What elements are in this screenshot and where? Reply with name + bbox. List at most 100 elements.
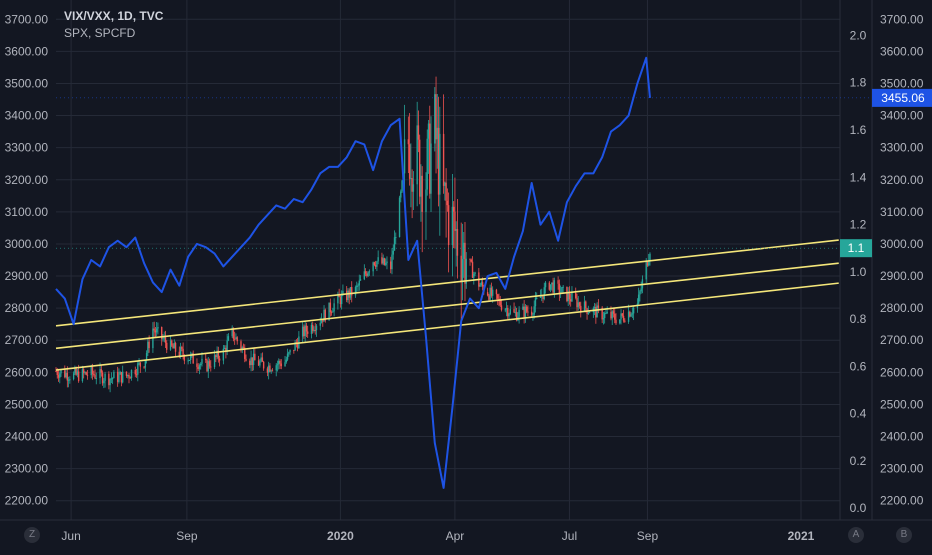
- candle-body: [148, 341, 150, 349]
- candle-body: [637, 294, 640, 304]
- candle-body: [74, 368, 76, 374]
- candle-body: [210, 366, 212, 368]
- candle-body: [566, 286, 568, 302]
- candle-body: [407, 139, 410, 145]
- candle-body: [382, 258, 384, 264]
- candle-body: [595, 306, 597, 318]
- candle-body: [81, 369, 84, 382]
- candle-body: [612, 311, 615, 314]
- candle-body: [196, 363, 198, 367]
- candle-body: [385, 263, 387, 265]
- candle-body: [576, 297, 578, 308]
- candle-body: [611, 311, 613, 319]
- candle-body: [118, 374, 120, 382]
- candle-body: [226, 340, 228, 352]
- candle-body: [562, 286, 564, 288]
- candle-body: [254, 353, 256, 361]
- spx-last-badge: [872, 88, 932, 107]
- candle-body: [530, 311, 533, 315]
- scale-mode-z-button[interactable]: Z: [24, 527, 40, 543]
- candle-body: [356, 285, 358, 288]
- candle-body: [439, 133, 441, 195]
- x-tick-label: 2020: [327, 529, 354, 543]
- auto-scale-button[interactable]: A: [848, 527, 864, 543]
- candle-body: [381, 257, 383, 264]
- right-axis-tick: 3000.00: [880, 237, 924, 251]
- candle-body: [345, 290, 348, 301]
- candle-body: [357, 285, 359, 287]
- candle-body: [304, 325, 306, 337]
- candle-body: [367, 272, 369, 276]
- candle-body: [188, 359, 191, 361]
- candle-body: [130, 370, 133, 378]
- candle-body: [497, 294, 499, 299]
- candle-body: [266, 368, 269, 373]
- candle-body: [568, 292, 571, 300]
- price-scale-b-button[interactable]: B: [896, 527, 912, 543]
- candle-body: [187, 360, 189, 362]
- candle-body: [509, 309, 511, 314]
- candle-body: [558, 283, 561, 294]
- candle-body: [259, 361, 261, 366]
- candle-body: [622, 315, 625, 321]
- candle-body: [578, 302, 581, 306]
- candle-body: [189, 354, 192, 360]
- candle-body: [619, 319, 621, 324]
- left-axis-tick: 2800.00: [5, 301, 49, 315]
- candle-body: [328, 302, 330, 321]
- candle-body: [95, 378, 97, 380]
- candle-body: [585, 301, 587, 309]
- candle-body: [278, 360, 280, 365]
- candle-body: [465, 258, 467, 284]
- candle-body: [461, 258, 464, 283]
- candle-body: [163, 337, 165, 339]
- left-axis-tick: 2500.00: [5, 397, 49, 411]
- right-axis-tick: 3100.00: [880, 205, 924, 219]
- left-axis-tick: 3400.00: [5, 109, 49, 123]
- candle-body: [446, 200, 449, 206]
- left-axis-tick: 3100.00: [5, 205, 49, 219]
- candle-body: [303, 326, 305, 337]
- legend-main-series[interactable]: VIX/VXX, 1D, TVC: [64, 9, 164, 23]
- candle-body: [401, 180, 403, 192]
- candle-body: [110, 378, 113, 380]
- candle-body: [103, 380, 105, 384]
- candle-body: [306, 331, 309, 334]
- candle-body: [242, 347, 245, 349]
- right-axis-tick: 3600.00: [880, 44, 924, 58]
- candle-body: [631, 313, 634, 315]
- candle-body: [166, 342, 168, 350]
- x-tick-label: Jul: [562, 529, 577, 543]
- ratio-axis-tick: 0.6: [850, 359, 867, 373]
- candle-body: [222, 348, 225, 361]
- ratio-axis-tick: 2.0: [850, 28, 867, 42]
- candle-body: [179, 347, 182, 356]
- candle-body: [383, 258, 386, 265]
- candle-body: [557, 280, 559, 284]
- candle-body: [296, 343, 299, 349]
- candle-body: [481, 282, 484, 287]
- candle-body: [442, 133, 445, 186]
- candle-body: [533, 306, 535, 315]
- candle-body: [233, 338, 236, 340]
- candle-body: [542, 295, 544, 299]
- candle-body: [257, 360, 260, 366]
- candle-body: [182, 348, 184, 356]
- candle-body: [55, 371, 57, 373]
- legend-overlay-series[interactable]: SPX, SPCFD: [64, 26, 136, 40]
- candle-body: [84, 372, 86, 374]
- candle-body: [324, 309, 327, 321]
- candle-body: [610, 311, 612, 319]
- candle-body: [534, 297, 537, 307]
- candle-body: [429, 123, 431, 194]
- ratio-axis-tick: 1.6: [850, 123, 867, 137]
- candle-body: [500, 305, 503, 310]
- candle-body: [544, 282, 547, 288]
- candle-body: [125, 371, 128, 376]
- candle-body: [301, 326, 304, 337]
- candle-body: [410, 178, 412, 180]
- candle-body: [293, 349, 295, 351]
- left-axis-tick: 2300.00: [5, 462, 49, 476]
